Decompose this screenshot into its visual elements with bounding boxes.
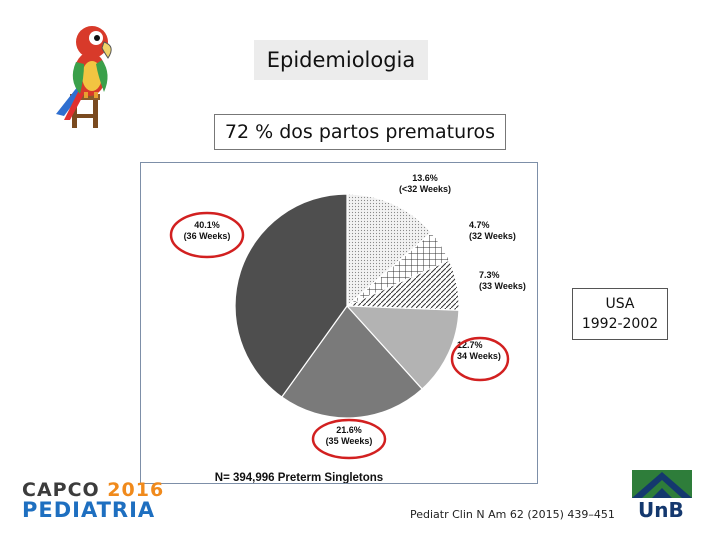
slice-weeks-label: (33 Weeks) bbox=[479, 281, 526, 291]
pie-slice bbox=[345, 305, 460, 390]
highlight-circle bbox=[311, 418, 387, 460]
slice-percent-label: 4.7% bbox=[469, 220, 490, 230]
capco-year: 2016 bbox=[107, 479, 165, 501]
period-label: 1992-2002 bbox=[581, 316, 659, 332]
highlight-circle bbox=[169, 211, 245, 259]
slide-subtitle: 72 % dos partos prematuros bbox=[214, 114, 506, 150]
pie-chart-figure: 13.6% (<32 Weeks) 4.7% (32 Weeks) 7.3% (33 We… bbox=[140, 162, 538, 484]
capco-pediatria-logo: CAPCO 2016 PEDIATRIA bbox=[22, 479, 165, 522]
slice-weeks-label: (<32 Weeks) bbox=[399, 184, 451, 194]
slice-weeks-label: 34 Weeks) bbox=[457, 351, 501, 361]
highlight-circle bbox=[450, 336, 510, 382]
slice-percent-label: 40.1% bbox=[194, 220, 220, 230]
slice-percent-label: 12.7% bbox=[457, 340, 483, 350]
slice-percent-label: 13.6% bbox=[412, 173, 438, 183]
pie-slice bbox=[234, 193, 348, 398]
reference-citation: Pediatr Clin N Am 62 (2015) 439–451 bbox=[410, 508, 615, 521]
unb-logo-icon bbox=[632, 470, 692, 498]
pie-slice bbox=[280, 305, 423, 419]
pediatria-word: PEDIATRIA bbox=[22, 498, 156, 522]
pie-chart: 13.6%(<32 Weeks) 4.7%(32 Weeks) 7.3%(33 We… bbox=[169, 173, 526, 483]
slide-title: Epidemiologia bbox=[254, 40, 428, 80]
slice-weeks-label: (36 Weeks) bbox=[184, 231, 231, 241]
slice-weeks-label: (35 Weeks) bbox=[326, 436, 373, 446]
pie-slice bbox=[346, 193, 433, 308]
parrot-mascot-icon bbox=[56, 26, 112, 128]
region-period-box: USA 1992-2002 bbox=[572, 288, 668, 340]
chart-footer-label: N= 394,996 Preterm Singletons bbox=[215, 472, 383, 483]
slice-percent-label: 21.6% bbox=[336, 425, 362, 435]
region-label: USA bbox=[605, 296, 635, 312]
slice-percent-label: 7.3% bbox=[479, 270, 500, 280]
capco-word: CAPCO bbox=[22, 479, 100, 501]
unb-label: UnB bbox=[638, 498, 684, 522]
slice-weeks-label: (32 Weeks) bbox=[469, 231, 516, 241]
